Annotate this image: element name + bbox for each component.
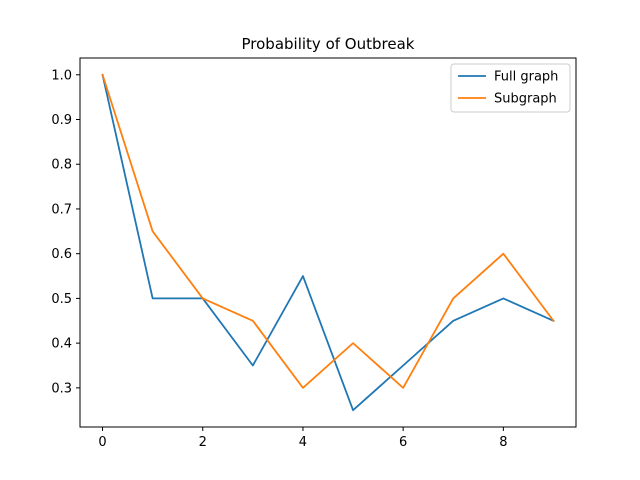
x-tick-label: 0: [98, 435, 106, 450]
axes: 0 2 4 6 8 0.3 0.4 0.5 0.6 0.7 0.8 0.9 1.0: [51, 57, 577, 450]
y-tick-label: 0.9: [51, 113, 72, 128]
x-tick-label: 4: [299, 435, 307, 450]
y-tick-label: 0.5: [51, 292, 72, 307]
series-line-1: [101, 73, 555, 389]
y-tick-label: 1.0: [51, 68, 72, 83]
series-line-0: [101, 73, 555, 412]
x-tick-label: 8: [499, 435, 507, 450]
axes-frame: [79, 57, 577, 428]
y-tick-label: 0.7: [51, 202, 72, 217]
y-tick-label: 0.8: [51, 158, 72, 173]
x-tick-label: 2: [199, 435, 207, 450]
y-tick-label: 0.4: [51, 337, 72, 352]
legend: Full graph Subgraph: [450, 63, 571, 113]
legend-label-0: Full graph: [494, 70, 558, 85]
chart-title: Probability of Outbreak: [242, 35, 415, 53]
x-tick-label: 6: [399, 435, 407, 450]
legend-label-1: Subgraph: [494, 92, 557, 107]
y-tick-label: 0.3: [51, 381, 72, 396]
y-tick-label: 0.6: [51, 247, 72, 262]
plot-area: [101, 73, 555, 412]
